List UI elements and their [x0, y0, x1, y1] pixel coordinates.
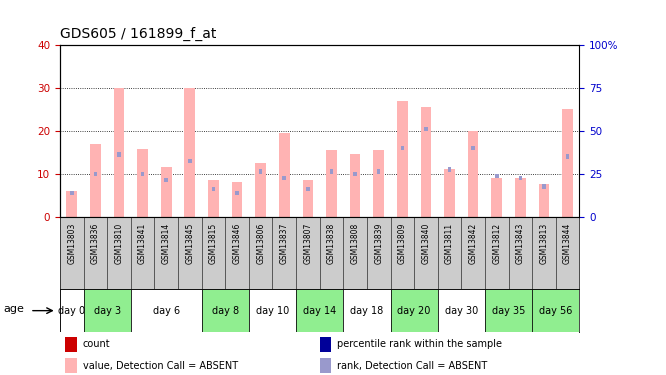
- Bar: [259, 170, 262, 174]
- Text: day 30: day 30: [445, 306, 478, 316]
- Text: day 14: day 14: [303, 306, 336, 316]
- Text: percentile rank within the sample: percentile rank within the sample: [338, 339, 502, 349]
- Bar: [424, 126, 428, 131]
- Bar: [137, 149, 148, 217]
- Text: GSM13843: GSM13843: [516, 222, 525, 264]
- Text: GDS605 / 161899_f_at: GDS605 / 161899_f_at: [60, 27, 216, 41]
- Text: GSM13840: GSM13840: [422, 222, 430, 264]
- Bar: [117, 152, 121, 156]
- Text: day 6: day 6: [153, 306, 180, 316]
- Text: GSM13845: GSM13845: [185, 222, 194, 264]
- Text: GSM13842: GSM13842: [469, 222, 478, 264]
- Text: count: count: [83, 339, 111, 349]
- Text: GSM13806: GSM13806: [256, 222, 265, 264]
- Bar: [65, 337, 77, 352]
- Bar: [421, 107, 432, 217]
- Bar: [90, 144, 101, 217]
- Text: day 18: day 18: [350, 306, 384, 316]
- Bar: [519, 176, 522, 180]
- Bar: [208, 180, 218, 217]
- Bar: [131, 289, 202, 332]
- Bar: [94, 171, 97, 176]
- Text: GSM13811: GSM13811: [445, 222, 454, 264]
- Text: day 35: day 35: [492, 306, 525, 316]
- Bar: [485, 289, 532, 332]
- Text: GSM13844: GSM13844: [563, 222, 572, 264]
- Text: GSM13807: GSM13807: [304, 222, 312, 264]
- Bar: [320, 337, 331, 352]
- Text: GSM13813: GSM13813: [539, 222, 549, 264]
- Text: GSM13846: GSM13846: [232, 222, 242, 264]
- Text: GSM13810: GSM13810: [115, 222, 123, 264]
- Bar: [448, 167, 452, 171]
- Bar: [444, 170, 455, 217]
- Bar: [70, 191, 73, 195]
- Bar: [83, 289, 131, 332]
- Bar: [296, 289, 343, 332]
- Text: GSM13812: GSM13812: [492, 222, 501, 264]
- Bar: [390, 289, 438, 332]
- Text: GSM13809: GSM13809: [398, 222, 407, 264]
- Bar: [165, 178, 168, 182]
- Text: day 0: day 0: [58, 306, 85, 316]
- Bar: [306, 187, 310, 191]
- Text: day 56: day 56: [539, 306, 573, 316]
- Bar: [343, 289, 390, 332]
- Bar: [354, 171, 357, 176]
- Bar: [532, 289, 579, 332]
- Text: day 20: day 20: [398, 306, 431, 316]
- Bar: [212, 187, 215, 191]
- Bar: [235, 191, 239, 195]
- Bar: [539, 184, 549, 217]
- Bar: [255, 163, 266, 217]
- Bar: [232, 182, 242, 217]
- Text: GSM13841: GSM13841: [138, 222, 147, 264]
- Text: GSM13814: GSM13814: [162, 222, 170, 264]
- Bar: [302, 180, 313, 217]
- Text: GSM13838: GSM13838: [327, 222, 336, 264]
- Text: rank, Detection Call = ABSENT: rank, Detection Call = ABSENT: [338, 360, 488, 370]
- Bar: [350, 154, 360, 217]
- Text: day 3: day 3: [94, 306, 121, 316]
- Bar: [279, 133, 290, 217]
- Bar: [515, 178, 525, 217]
- Bar: [566, 154, 569, 159]
- Bar: [377, 170, 380, 174]
- Text: day 8: day 8: [212, 306, 239, 316]
- Bar: [184, 88, 195, 217]
- Bar: [397, 101, 408, 217]
- Bar: [400, 146, 404, 150]
- Bar: [326, 150, 337, 217]
- Text: GSM13808: GSM13808: [350, 222, 360, 264]
- Text: GSM13837: GSM13837: [280, 222, 289, 264]
- Bar: [472, 146, 475, 150]
- Bar: [60, 289, 83, 332]
- Bar: [492, 178, 502, 217]
- Bar: [282, 176, 286, 180]
- Bar: [114, 88, 125, 217]
- Text: value, Detection Call = ABSENT: value, Detection Call = ABSENT: [83, 360, 238, 370]
- Bar: [330, 170, 333, 174]
- Text: GSM13803: GSM13803: [67, 222, 76, 264]
- Bar: [161, 167, 172, 217]
- Bar: [374, 150, 384, 217]
- Bar: [562, 110, 573, 217]
- Bar: [495, 174, 499, 178]
- Bar: [141, 171, 145, 176]
- Bar: [67, 191, 77, 217]
- Text: GSM13839: GSM13839: [374, 222, 383, 264]
- Bar: [542, 184, 545, 189]
- Bar: [320, 358, 331, 373]
- Text: age: age: [3, 303, 24, 313]
- Text: GSM13836: GSM13836: [91, 222, 100, 264]
- Bar: [249, 289, 296, 332]
- Bar: [65, 358, 77, 373]
- Bar: [438, 289, 485, 332]
- Text: day 10: day 10: [256, 306, 289, 316]
- Bar: [188, 159, 192, 163]
- Bar: [202, 289, 249, 332]
- Bar: [468, 131, 478, 217]
- Text: GSM13815: GSM13815: [209, 222, 218, 264]
